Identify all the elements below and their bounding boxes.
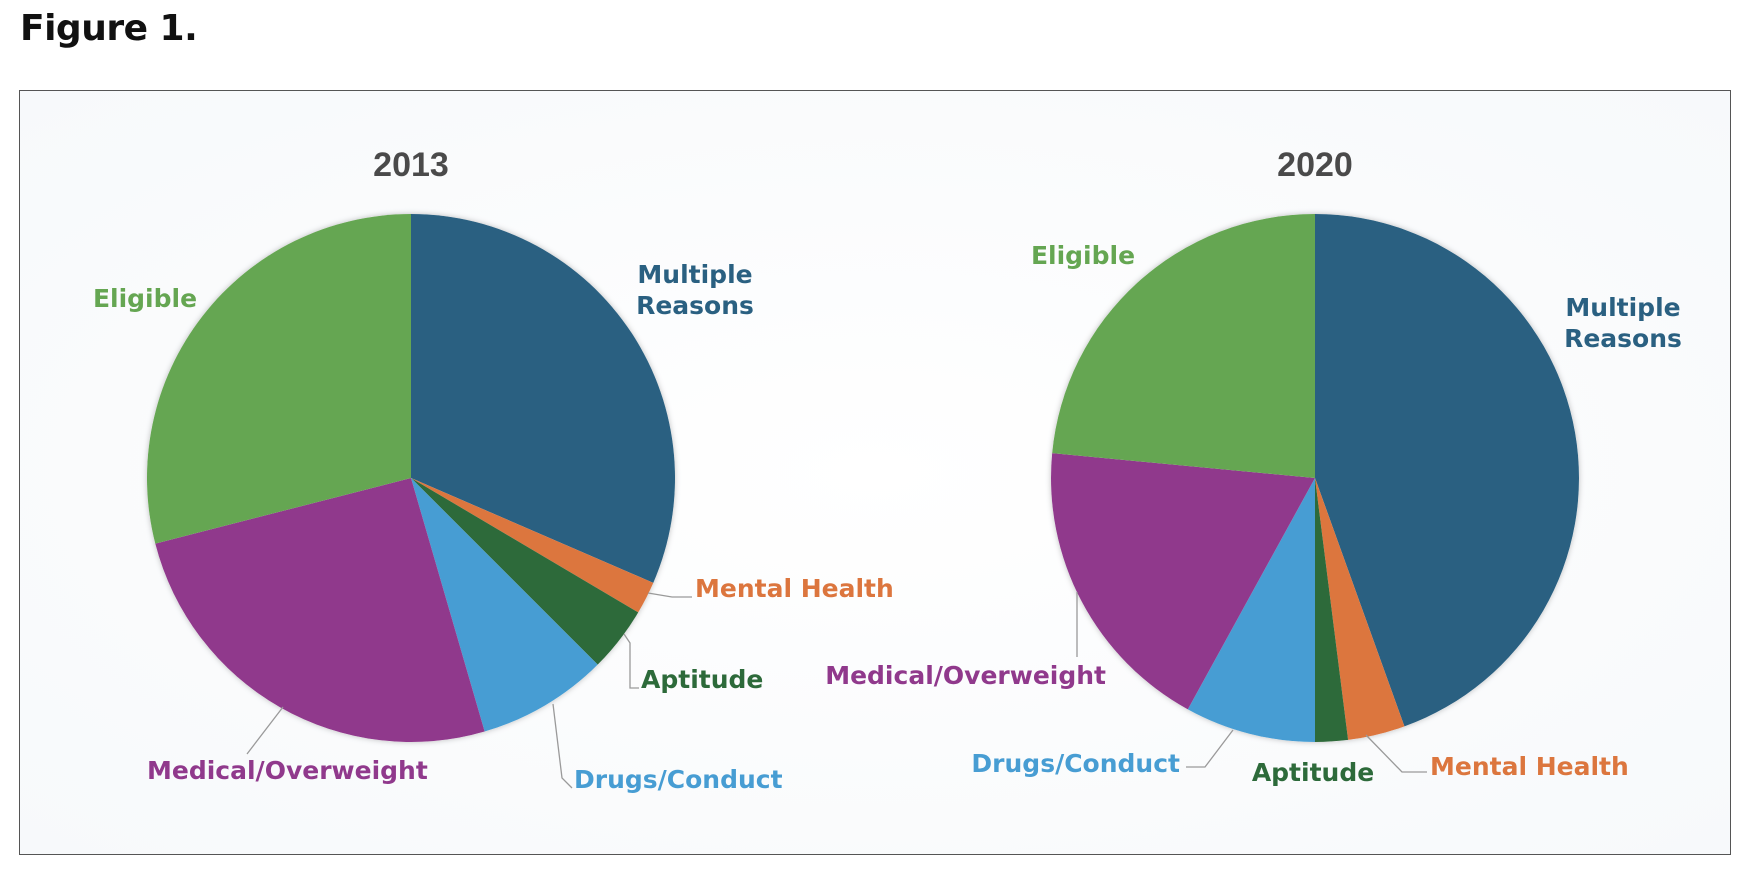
- pie-label-medical-overweight: Medical/Overweight: [147, 756, 428, 785]
- pie-label-multiple-reasons: Multiple Reasons: [636, 260, 754, 320]
- leader-line-aptitude: [623, 633, 639, 689]
- pie-label-eligible: Eligible: [1031, 241, 1135, 270]
- pie-label-medical-overweight: Medical/Overweight: [825, 661, 1106, 690]
- figure-title: Figure 1.: [20, 8, 198, 49]
- pie-title: 2020: [1277, 146, 1353, 184]
- pie-slice-eligible: [146, 214, 411, 544]
- leader-line-mental-health: [1365, 734, 1427, 773]
- pie-label-mental-health: Mental Health: [695, 574, 894, 603]
- pie-slice-aptitude: [411, 478, 639, 665]
- pie-slice-multiple-reasons: [411, 214, 676, 583]
- pie-label-drugs-conduct: Drugs/Conduct: [971, 749, 1180, 778]
- pie-slice-medical-overweight: [155, 478, 485, 743]
- leader-line-drugs-conduct: [552, 703, 573, 789]
- pie-slice-drugs-conduct: [1187, 478, 1315, 742]
- pie-slice-eligible: [1052, 214, 1315, 478]
- pie-label-aptitude: Aptitude: [641, 665, 763, 694]
- pie-label-aptitude: Aptitude: [1252, 758, 1374, 787]
- pie-slice-medical-overweight: [1050, 453, 1315, 710]
- pie-slice-mental-health: [411, 478, 654, 613]
- pie-title: 2013: [373, 146, 449, 184]
- pie-label-drugs-conduct: Drugs/Conduct: [574, 765, 783, 794]
- pie-slice-aptitude: [1315, 478, 1349, 742]
- pie-slice-mental-health: [1315, 478, 1405, 740]
- pie-chart-2013: 2013 Multiple Reasons Mental Health Aptitude…: [93, 146, 894, 794]
- pie-slice-drugs-conduct: [411, 478, 598, 732]
- pie-label-multiple-reasons: Multiple Reasons: [1564, 293, 1682, 353]
- leader-line-mental-health: [647, 592, 692, 598]
- pie-chart-2020: 2020 Multiple Reasons Mental Health Aptitude…: [825, 146, 1682, 787]
- pie-label-mental-health: Mental Health: [1430, 752, 1629, 781]
- pie-label-eligible: Eligible: [93, 284, 197, 313]
- pie-slice-multiple-reasons: [1315, 214, 1579, 727]
- leader-line-drugs-conduct: [1186, 729, 1234, 768]
- leader-line-medical-overweight: [246, 706, 284, 755]
